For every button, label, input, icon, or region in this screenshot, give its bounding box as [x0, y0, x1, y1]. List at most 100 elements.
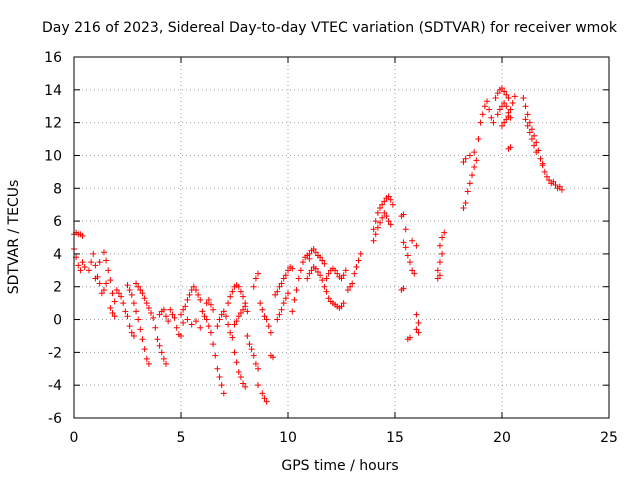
- data-point: [282, 295, 289, 302]
- data-point: [244, 332, 251, 339]
- data-point: [231, 349, 238, 356]
- data-point: [207, 301, 214, 308]
- data-point: [436, 242, 443, 249]
- data-point: [509, 99, 516, 106]
- data-point: [203, 316, 210, 323]
- data-point: [135, 316, 142, 323]
- data-point: [306, 250, 313, 257]
- data-point: [533, 139, 540, 146]
- data-point: [163, 360, 170, 367]
- data-point: [276, 311, 283, 318]
- data-point: [370, 226, 377, 233]
- data-point: [389, 201, 396, 208]
- data-point: [372, 231, 379, 238]
- data-point: [111, 298, 118, 305]
- data-point: [113, 287, 120, 294]
- data-point: [503, 116, 510, 123]
- data-point: [374, 224, 381, 231]
- data-point: [289, 265, 296, 272]
- data-point: [291, 296, 298, 303]
- data-point: [285, 290, 291, 297]
- data-point: [481, 103, 488, 110]
- data-point: [263, 316, 270, 323]
- data-point: [460, 204, 467, 211]
- data-point: [357, 250, 364, 257]
- data-point: [218, 311, 225, 318]
- data-point: [118, 293, 125, 300]
- data-point: [120, 300, 127, 307]
- data-point: [171, 314, 178, 321]
- data-point: [139, 290, 146, 297]
- data-point: [218, 382, 225, 389]
- data-point: [533, 149, 540, 156]
- data-point: [252, 360, 259, 367]
- data-point: [184, 296, 191, 303]
- data-point: [225, 300, 232, 307]
- data-point: [552, 181, 559, 188]
- data-point: [323, 288, 330, 295]
- data-point: [499, 122, 505, 129]
- y-tick-label: -2: [48, 345, 62, 361]
- data-point: [531, 132, 538, 139]
- data-point: [385, 218, 392, 225]
- data-point: [409, 237, 416, 244]
- data-point: [466, 152, 473, 159]
- data-point: [180, 319, 187, 326]
- data-point: [79, 259, 86, 266]
- data-point: [379, 214, 386, 221]
- data-point: [259, 390, 266, 397]
- data-point: [227, 293, 234, 300]
- data-point: [210, 341, 217, 348]
- data-point: [188, 321, 195, 328]
- data-point: [436, 272, 443, 279]
- data-point: [96, 259, 103, 266]
- data-point: [505, 113, 512, 120]
- data-point: [409, 267, 416, 274]
- data-point: [276, 283, 283, 290]
- data-point: [475, 136, 482, 143]
- data-point: [488, 114, 495, 121]
- data-point: [289, 308, 296, 315]
- data-point: [402, 244, 409, 251]
- data-point: [163, 313, 170, 320]
- data-point: [160, 306, 167, 313]
- data-point: [441, 229, 448, 236]
- data-point: [280, 300, 287, 307]
- data-point: [259, 306, 266, 313]
- data-point: [205, 323, 212, 330]
- data-point: [96, 280, 103, 287]
- x-tick-label: 25: [600, 430, 618, 446]
- data-point: [85, 267, 92, 274]
- data-point: [237, 288, 244, 295]
- data-point: [107, 277, 114, 284]
- data-point: [400, 211, 407, 218]
- data-point: [484, 98, 491, 105]
- data-point: [473, 157, 480, 164]
- data-point: [250, 283, 257, 290]
- data-point: [148, 309, 155, 316]
- data-point: [503, 91, 510, 98]
- data-point: [143, 355, 150, 362]
- data-point: [464, 188, 471, 195]
- data-point: [205, 296, 212, 303]
- data-point: [274, 288, 281, 295]
- data-point: [531, 142, 538, 149]
- data-point: [145, 360, 152, 367]
- data-point: [165, 318, 172, 325]
- data-point: [103, 280, 110, 287]
- y-tick-label: 8: [53, 181, 62, 197]
- data-point: [344, 287, 351, 294]
- data-point: [524, 122, 531, 129]
- data-point: [340, 300, 347, 307]
- data-point: [128, 291, 135, 298]
- x-tick-label: 15: [386, 430, 404, 446]
- y-tick-label: 14: [44, 83, 62, 99]
- data-point: [381, 209, 388, 216]
- data-point: [494, 90, 501, 97]
- data-point: [524, 111, 531, 118]
- data-point: [237, 373, 244, 380]
- data-point: [115, 290, 122, 297]
- data-point: [212, 352, 219, 359]
- data-point: [267, 329, 274, 336]
- data-point: [100, 249, 107, 256]
